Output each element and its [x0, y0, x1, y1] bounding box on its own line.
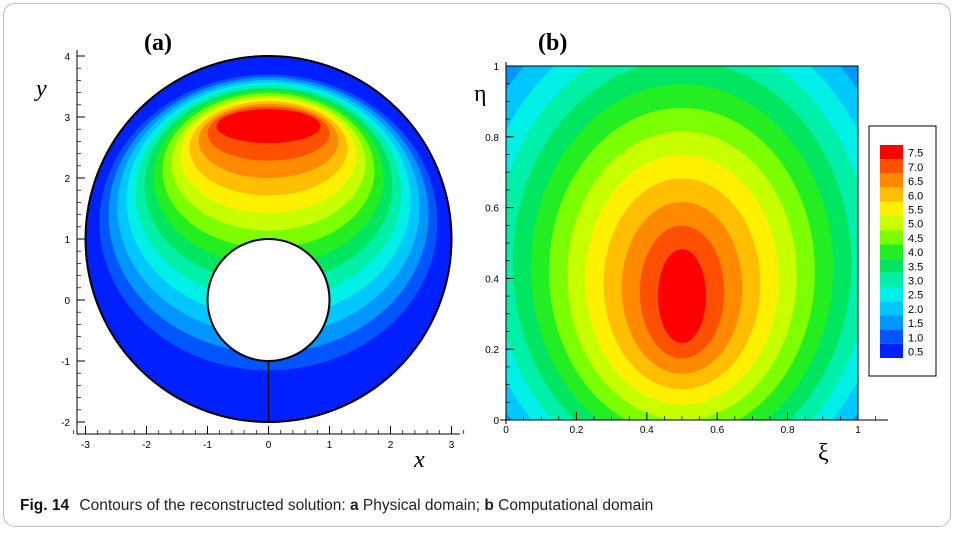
caption-figure-number: Fig. 14 — [20, 497, 70, 514]
panel-a-label: (a) — [144, 30, 172, 56]
legend-swatch — [880, 216, 903, 231]
panel-a-y-tick-label: 4 — [64, 52, 70, 63]
legend-level-label: 2.5 — [908, 290, 923, 302]
legend-level-label: 3.0 — [908, 276, 923, 288]
legend-level-label: 4.5 — [908, 233, 923, 245]
panel-b-x-tick-label: 0.4 — [640, 425, 654, 436]
panel-b-x-tick-label: 0.6 — [710, 425, 724, 436]
panel-b-x-tick-label: 0.8 — [781, 425, 795, 436]
legend-swatch — [880, 187, 903, 202]
legend-swatch — [880, 272, 903, 287]
panel-b-y-tick-label: 0.4 — [485, 274, 499, 285]
panel-b-y-tick-label: 1 — [493, 62, 499, 73]
panel-b-y-ticks: 0 0.2 0.4 0.6 0.8 1 — [485, 62, 514, 427]
caption-intro: Contours of the reconstructed solution: — [79, 497, 346, 514]
legend-level-label: 6.0 — [908, 190, 923, 202]
panel-b-y-tick-label: 0.2 — [485, 345, 499, 356]
legend-level-label: 1.5 — [908, 318, 923, 330]
legend-swatch — [880, 287, 903, 302]
panel-a-y-ticks: -2 -1 0 1 2 3 4 — [61, 52, 85, 435]
colorbar-legend: 7.5 7.0 6.5 6.0 5.5 5.0 4.5 4.0 3.5 3.0 2.5 2.0 1.5 1… — [868, 125, 937, 377]
panel-b-level-band — [658, 249, 706, 344]
panel-b-x-ticks: 0 0.2 0.4 0.6 0.8 1 — [503, 412, 876, 436]
legend-level-label: 0.5 — [908, 347, 923, 359]
legend-swatch — [880, 301, 903, 316]
panel-a-y-tick-label: 3 — [64, 113, 70, 124]
panel-b-y-tick-label: 0.8 — [485, 133, 499, 144]
panel-a-y-tick-label: -1 — [61, 357, 70, 368]
caption-part-a-text: Physical domain; — [362, 497, 481, 514]
legend-level-label: 3.5 — [908, 261, 923, 273]
panel-b-xlabel: ξ — [818, 440, 829, 466]
legend-level-label: 2.0 — [908, 304, 923, 316]
panel-b-y-tick-label: 0 — [493, 416, 499, 427]
panel-b-x-tick-label: 0 — [503, 425, 509, 436]
panel-b-x-tick-label: 1 — [855, 425, 861, 436]
panel-a-level-band — [216, 109, 321, 144]
panel-a-x-tick-label: -2 — [142, 440, 151, 451]
legend-swatch — [880, 258, 903, 273]
panel-a-y-tick-label: 0 — [64, 296, 70, 307]
legend-level-label: 1.0 — [908, 332, 923, 344]
panel-a-x-tick-label: 1 — [327, 440, 333, 451]
panel-a-contours — [85, 56, 452, 422]
figure-caption: Fig. 14 Contours of the reconstructed so… — [20, 497, 653, 515]
legend-swatch — [880, 173, 903, 188]
panel-a-x-tick-label: -3 — [81, 440, 90, 451]
panel-b: 0 0.2 0.4 0.6 0.8 1 0 0.2 0.4 0.6 0.8 1 ξ η (b) — [474, 30, 888, 466]
panel-a-x-tick-label: 3 — [449, 440, 455, 451]
legend-swatch — [880, 230, 903, 245]
panel-a-xlabel: x — [413, 447, 425, 473]
panel-b-x-tick-label: 0.2 — [569, 425, 583, 436]
caption-part-b-text: Computational domain — [498, 497, 654, 514]
panel-a-ylabel: y — [34, 76, 47, 102]
legend-level-label: 6.5 — [908, 176, 923, 188]
legend-swatch — [880, 201, 903, 216]
legend-swatch — [880, 315, 903, 330]
legend-level-label: 5.5 — [908, 205, 923, 217]
panel-b-contours — [506, 66, 858, 420]
caption-part-a-letter: a — [349, 497, 359, 514]
legend-level-label: 7.5 — [908, 148, 923, 160]
panel-a-y-tick-label: -2 — [61, 418, 70, 429]
legend-level-label: 7.0 — [908, 162, 923, 174]
panel-b-y-tick-label: 0.6 — [485, 204, 499, 215]
panel-a-inner-hole — [206, 238, 331, 362]
legend-swatch — [880, 329, 903, 344]
panel-a-x-ticks: -3 -2 -1 0 1 2 3 — [72, 426, 465, 451]
legend-level-label: 4.0 — [908, 247, 923, 259]
legend-level-label: 5.0 — [908, 219, 923, 231]
panel-a-x-tick-label: 2 — [388, 440, 394, 451]
legend-swatch — [880, 244, 903, 259]
panel-a: -3 -2 -1 0 1 2 3 -2 -1 0 1 2 3 4 x y (a) — [34, 30, 465, 473]
panel-a-y-tick-label: 2 — [64, 174, 70, 185]
panel-a-x-tick-label: -1 — [203, 440, 212, 451]
legend-swatch — [880, 343, 903, 358]
legend-swatch — [880, 145, 903, 160]
panel-a-x-tick-label: 0 — [266, 440, 272, 451]
panel-b-label: (b) — [538, 30, 567, 56]
panel-b-ylabel: η — [474, 81, 487, 107]
caption-part-b-letter: b — [484, 497, 494, 514]
panel-a-y-tick-label: 1 — [64, 235, 70, 246]
legend-swatch — [880, 159, 903, 174]
